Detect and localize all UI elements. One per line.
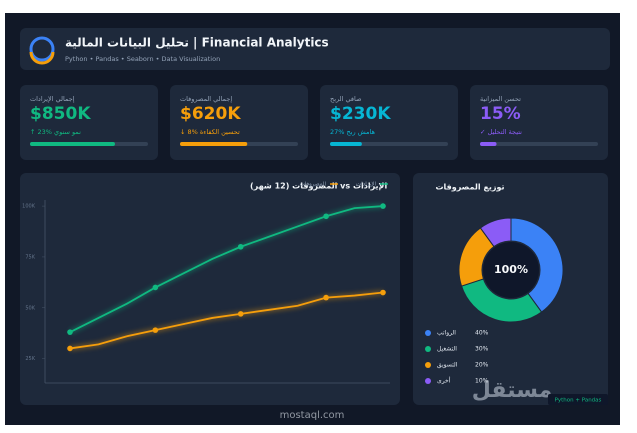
header-card [20,28,610,70]
kpi-label: إجمالي الإيرادات [30,95,75,103]
legend-label: المصروفات [300,182,327,188]
line-card [20,173,400,405]
legend-value: 40% [475,330,489,337]
progress-track [480,142,598,146]
header-title: تحليل البيانات المالية | Financial Analy… [65,36,329,50]
legend-label: التشغيل [437,346,457,353]
point [323,294,329,301]
kpi-note: 27% هامش ربح [330,128,375,136]
y-tick-label: 50K [25,305,35,311]
chart-title: توزيع المصروفات [435,183,504,192]
point [67,329,73,335]
kpi-card [20,85,158,160]
kpi-value: $230K [330,104,391,124]
legend-swatch [425,378,431,384]
donut-slice [479,217,512,248]
point [380,289,386,296]
watermark-latin: mostaql.com [280,410,345,421]
point [152,284,159,291]
legend-swatch [425,346,431,352]
point [237,311,244,317]
legend-label: الرواتب [437,330,456,337]
kpi-card [170,85,308,160]
y-tick-label: 100K [22,204,36,210]
kpi-label: تحسن الميزانية [480,95,521,103]
badge-bg [548,394,608,405]
progress-fill [180,142,248,146]
progress-fill [30,142,115,146]
legend-label: أخرى [437,377,451,385]
watermark-arabic: مستقل [472,378,552,403]
kpi-label: صافي الربح [330,95,362,103]
point [380,203,386,209]
legend-value: 30% [475,346,489,353]
point [323,213,329,220]
donut-center-label: 100% [494,263,528,276]
kpi-note: ↑ 23% نمو سنوي [30,128,81,136]
series-line [69,291,384,350]
kpi-note: ↓ 8% تحسين الكفاءة [180,128,240,136]
kpi-value: 15% [480,104,521,124]
kpi-value: $850K [30,104,91,124]
kpi-card [470,85,608,160]
badge: Python + Pandas [555,398,602,404]
legend-label: الإيرادات [356,182,376,188]
legend-value: 10% [475,378,489,385]
kpi-card [320,85,458,160]
kpi-value: $620K [180,104,241,124]
header-subtitle: Python • Pandas • Seaborn • Data Visuali… [65,55,220,63]
kpi-label: إجمالي المصروفات [180,95,232,103]
y-tick-label: 75K [25,254,35,260]
progress-fill [330,142,362,146]
logo [29,36,55,62]
donut-slice [510,217,564,313]
legend-swatch [425,330,431,336]
kpi-note: ✓ نتيجة التحليل [480,128,522,136]
logo-accent [29,51,55,65]
point [67,345,73,352]
donut-hole [483,242,539,298]
point [152,327,159,333]
y-tick-label: 25K [25,356,35,362]
chart-title: الإيرادات vs المصروفات (12 شهر) [250,182,388,191]
progress-fill [480,142,497,146]
legend-value: 20% [475,362,489,369]
series-line [69,205,384,333]
point [237,243,244,250]
legend-label: التسويق [437,362,458,369]
legend-swatch [425,362,431,368]
